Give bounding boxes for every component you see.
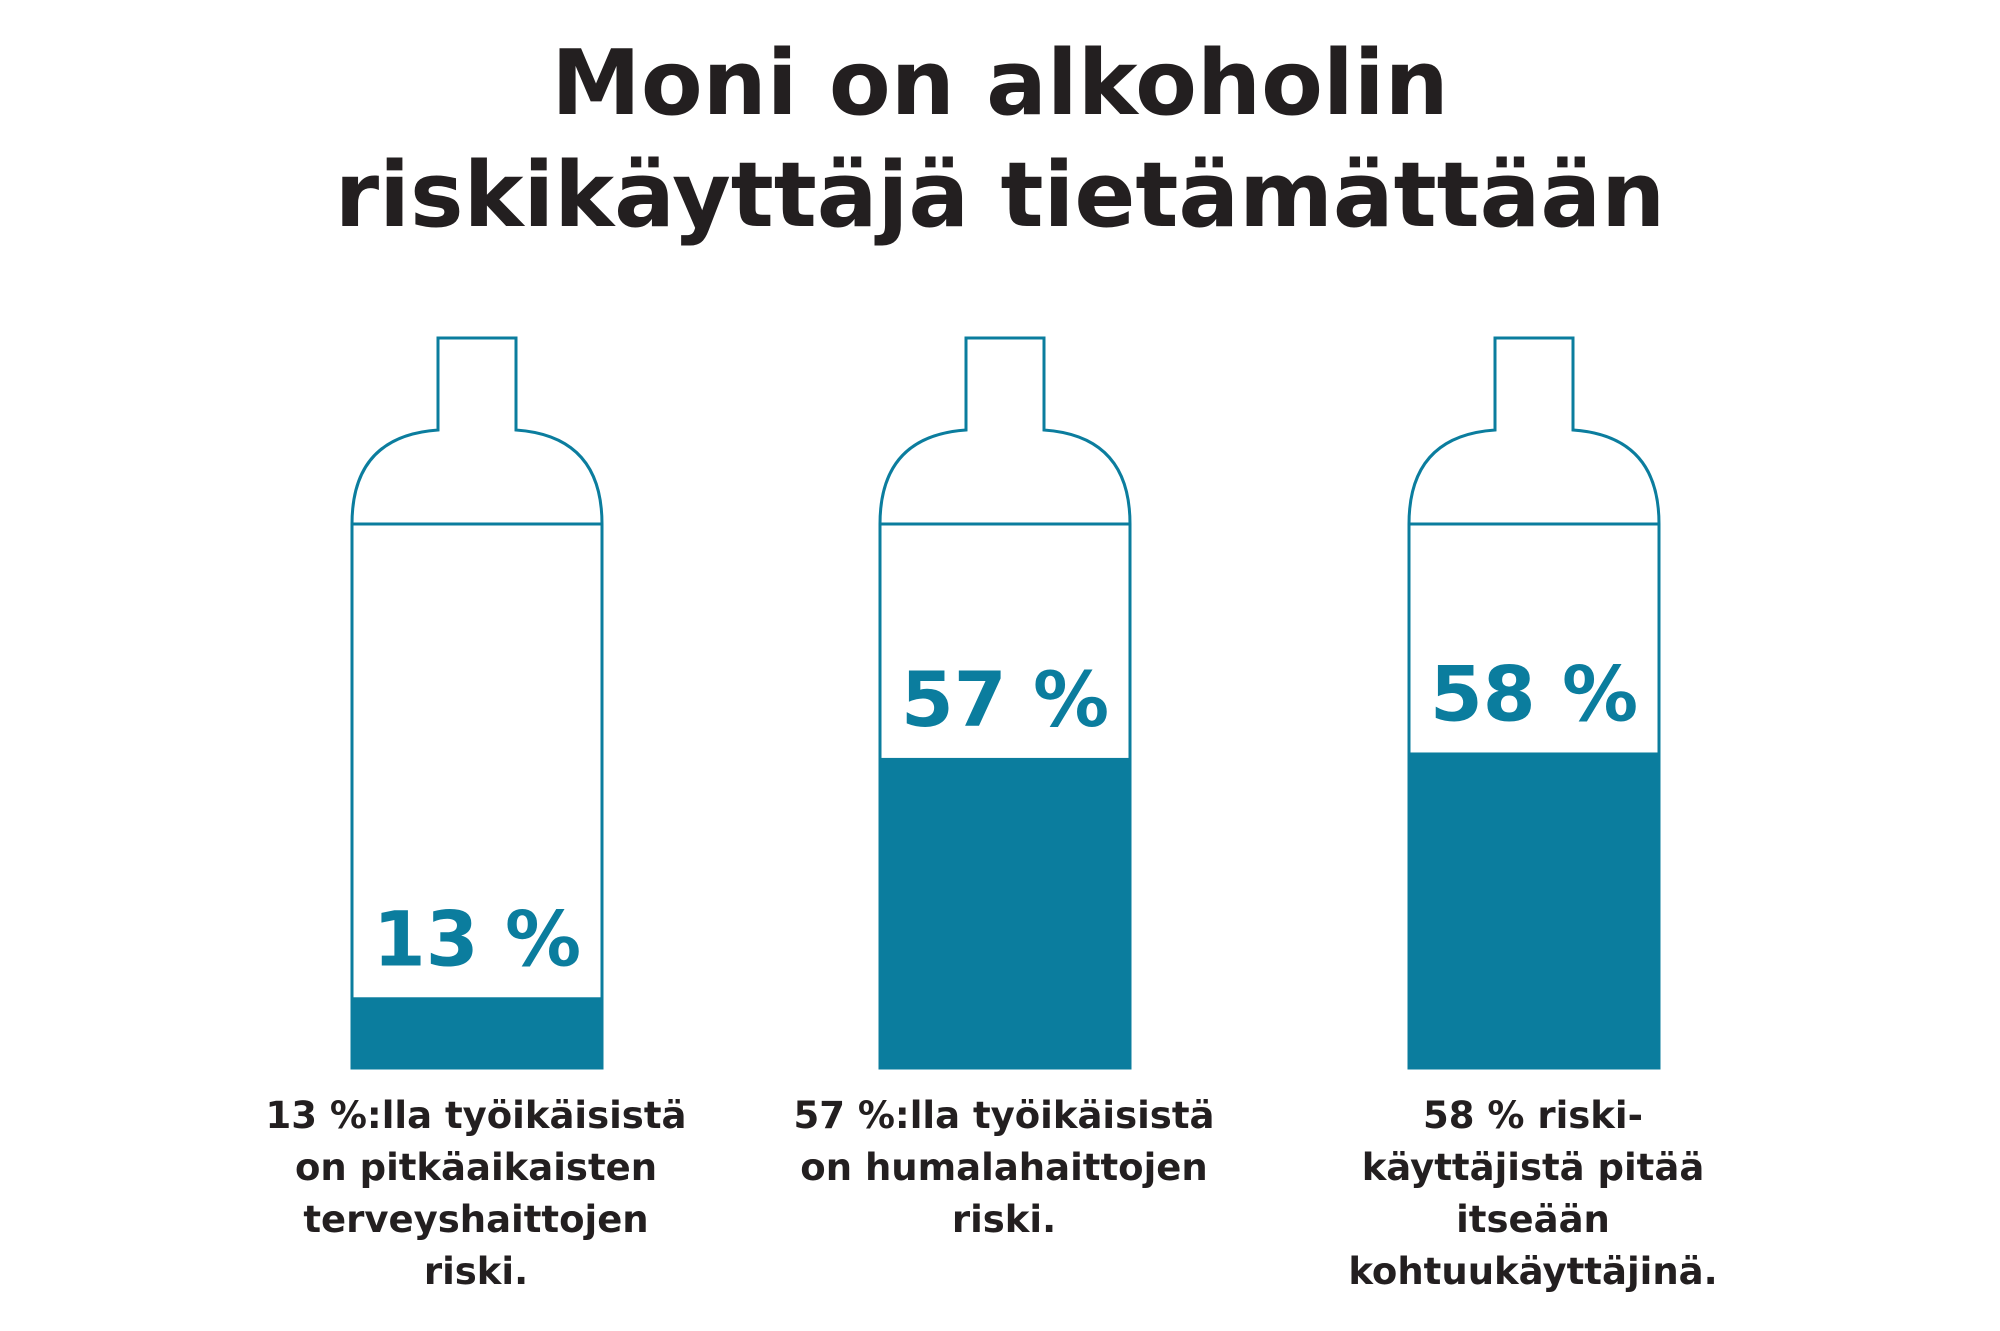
caption-3-line-3: itseään — [1456, 1198, 1610, 1241]
bar-3 — [1409, 752, 1659, 1068]
value-label-2: 57 % — [901, 655, 1109, 744]
caption-1-line-1: 13 %:lla työikäisistä — [265, 1094, 687, 1137]
caption-3-line-4: kohtuukäyttäjinä. — [1348, 1250, 1718, 1293]
caption-2: 57 %:lla työikäisistä on humalahaittojen… — [744, 1090, 1264, 1246]
title-line-2: riskikäyttäjä tietämättään — [334, 143, 1666, 248]
caption-1-line-2: on pitkäaikaisten — [294, 1146, 658, 1189]
bottle-outline-1 — [350, 336, 604, 1070]
page-title: Moni on alkoholin riskikäyttäjä tietämät… — [0, 28, 2000, 252]
caption-3: 58 % riski- käyttäjistä pitää itseään ko… — [1273, 1090, 1793, 1298]
bottle-2: 57 % — [878, 336, 1132, 1070]
bottle-outline-3 — [1407, 336, 1661, 1070]
bottle-3: 58 % — [1407, 336, 1661, 1070]
caption-1-line-3: terveyshaittojen — [303, 1198, 649, 1241]
value-label-1: 13 % — [373, 894, 581, 983]
bottle-1: 13 % — [350, 336, 604, 1070]
caption-2-line-2: on humalahaittojen — [800, 1146, 1208, 1189]
value-label-3: 58 % — [1430, 649, 1638, 738]
bottle-outline-2 — [878, 336, 1132, 1070]
bar-2 — [880, 757, 1130, 1068]
caption-2-line-3: riski. — [951, 1198, 1057, 1241]
caption-1-line-4: riski. — [423, 1250, 529, 1293]
bar-1 — [352, 997, 602, 1068]
title-line-1: Moni on alkoholin — [551, 31, 1449, 136]
caption-3-line-1: 58 % riski- — [1423, 1094, 1643, 1137]
caption-1: 13 %:lla työikäisistä on pitkäaikaisten … — [216, 1090, 736, 1298]
caption-2-line-1: 57 %:lla työikäisistä — [793, 1094, 1215, 1137]
caption-3-line-2: käyttäjistä pitää — [1361, 1146, 1705, 1189]
